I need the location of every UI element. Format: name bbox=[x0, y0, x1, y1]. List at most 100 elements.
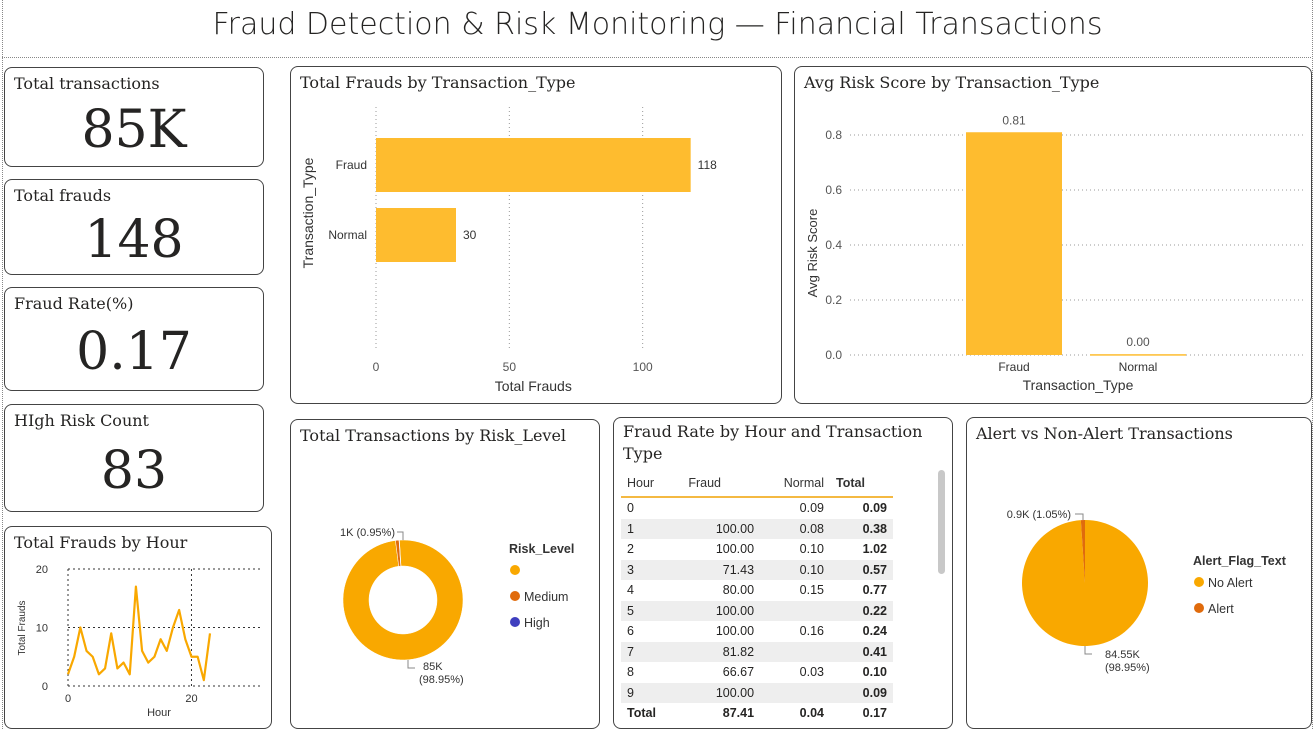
y-tick-label: 0.8 bbox=[825, 128, 842, 142]
leader-line bbox=[1084, 646, 1092, 655]
data-label: 84.55K bbox=[1105, 649, 1141, 661]
y-tick-label: 0 bbox=[42, 681, 48, 693]
cell-hour: 4 bbox=[627, 583, 634, 598]
legend-marker bbox=[510, 617, 520, 627]
cell-hour: 9 bbox=[621, 682, 683, 703]
x-axis-label: Transaction_Type bbox=[1023, 377, 1134, 393]
y-tick-label: Fraud bbox=[336, 158, 367, 172]
table-row[interactable]: 2 100.00 0.10 1.02 bbox=[621, 539, 893, 560]
leader-line bbox=[397, 531, 404, 540]
cell-total: 0.57 bbox=[830, 559, 893, 580]
legend-marker bbox=[1194, 603, 1204, 613]
slice-unlabeled bbox=[342, 539, 464, 661]
data-label: (98.95%) bbox=[1105, 662, 1150, 674]
table-row[interactable]: 9 100.00 0.09 bbox=[621, 682, 893, 703]
cell-normal bbox=[760, 600, 830, 621]
kpi-card-high-risk-count[interactable]: HIgh Risk Count 83 bbox=[4, 404, 264, 512]
cell-total: 0.24 bbox=[862, 624, 887, 639]
kpi-label: Total frauds bbox=[14, 186, 112, 205]
title-divider bbox=[2, 57, 1311, 58]
kpi-card-total-transactions[interactable]: Total transactions 85K bbox=[4, 67, 264, 167]
page-title: Fraud Detection & Risk Monitoring — Fina… bbox=[212, 7, 1103, 42]
y-tick-label: Normal bbox=[328, 228, 367, 242]
kpi-label: Fraud Rate(%) bbox=[14, 294, 134, 313]
cell-fraud: 66.67 bbox=[722, 665, 755, 680]
table-row[interactable]: 0 0.09 0.09 bbox=[621, 497, 893, 519]
table-row[interactable]: 4 80.00 0.15 0.77 bbox=[621, 580, 893, 601]
frauds-by-hour-chart: 0 10 20 0 20 Hour Total Frauds bbox=[17, 564, 263, 719]
data-label: 0.00 bbox=[1126, 335, 1150, 349]
x-tick-label: 50 bbox=[503, 360, 517, 374]
kpi-card-fraud-rate[interactable]: Fraud Rate(%) 0.17 bbox=[4, 287, 264, 391]
alert-pie-chart: 0.9K (1.05%) 84.55K(98.95%) Alert_Flag_Tex… bbox=[1007, 509, 1287, 674]
column-header-fraud[interactable]: Fraud bbox=[682, 470, 761, 498]
x-tick-label: 0 bbox=[65, 693, 71, 705]
cell-normal: 0.16 bbox=[799, 624, 824, 639]
frauds-by-type-card[interactable]: Total Frauds by Transaction_Type 0 50 100 1… bbox=[290, 66, 782, 404]
table-row[interactable]: 8 66.67 0.03 0.10 bbox=[621, 662, 893, 683]
table-row[interactable]: 6 100.00 0.16 0.24 bbox=[621, 621, 893, 642]
data-label: 0.81 bbox=[1002, 113, 1026, 127]
bar-fraud bbox=[966, 132, 1062, 355]
y-tick-label: 0.0 bbox=[825, 348, 842, 362]
cell-normal: 0.08 bbox=[760, 518, 830, 539]
x-tick-label: 0 bbox=[373, 360, 380, 374]
alert-card[interactable]: Alert vs Non-Alert Transactions 0.9K (1.… bbox=[966, 417, 1312, 729]
chart-title: Total Transactions by Risk_Level bbox=[300, 426, 567, 445]
cell-total: 0.38 bbox=[830, 518, 893, 539]
cell-total: 0.10 bbox=[862, 665, 887, 680]
slice-high bbox=[398, 539, 402, 567]
chart-title: Fraud Rate by Hour and Transaction Type bbox=[623, 422, 923, 463]
cell-fraud: 100.00 bbox=[682, 682, 761, 703]
data-label: 0.9K (1.05%) bbox=[1007, 509, 1071, 521]
table-row[interactable]: 7 81.82 0.41 bbox=[621, 641, 893, 662]
kpi-value: 83 bbox=[100, 441, 168, 501]
column-header-total[interactable]: Total bbox=[830, 470, 893, 498]
cell-total: 0.09 bbox=[830, 682, 893, 703]
chart-title: Total Frauds by Hour bbox=[14, 533, 188, 552]
cell-total: 0.41 bbox=[830, 641, 893, 662]
chart-title: Total Frauds by Transaction_Type bbox=[300, 73, 576, 92]
cell-normal: 0.03 bbox=[799, 665, 824, 680]
frauds-by-hour-card[interactable]: Total Frauds by Hour 0 10 20 0 20 Hour Total F… bbox=[4, 526, 272, 729]
column-header-hour[interactable]: Hour bbox=[621, 470, 683, 498]
cell-hour: 5 bbox=[621, 600, 683, 621]
kpi-value: 85K bbox=[81, 100, 187, 160]
cell-total: 0.77 bbox=[862, 583, 887, 598]
data-label: (98.95%) bbox=[419, 674, 464, 686]
fraud-rate-table-card[interactable]: Fraud Rate by Hour and Transaction Type … bbox=[613, 417, 953, 729]
legend-label: No Alert bbox=[1208, 576, 1253, 590]
kpi-card-total-frauds[interactable]: Total frauds 148 bbox=[4, 179, 264, 275]
data-label: 118 bbox=[698, 158, 717, 172]
legend-marker bbox=[1194, 577, 1204, 587]
x-tick-label: 20 bbox=[185, 693, 197, 705]
cell-hour: 0 bbox=[627, 501, 634, 516]
legend-label: Alert bbox=[1208, 602, 1234, 616]
bar-normal bbox=[1090, 354, 1186, 356]
x-axis-label: Total Frauds bbox=[495, 378, 572, 394]
risk-level-card[interactable]: Total Transactions by Risk_Level 1K (0.9… bbox=[290, 419, 600, 729]
y-tick-label: 0.2 bbox=[825, 293, 842, 307]
slice-alert bbox=[1080, 520, 1085, 583]
cell-fraud: 81.82 bbox=[682, 641, 761, 662]
table-row[interactable]: 1 100.00 0.08 0.38 bbox=[621, 518, 893, 539]
legend-title: Risk_Level bbox=[509, 542, 574, 556]
cell-fraud: 71.43 bbox=[682, 559, 761, 580]
table-row[interactable]: 5 100.00 0.22 bbox=[621, 600, 893, 621]
risk-by-type-card[interactable]: Avg Risk Score by Transaction_Type 0.0 0.… bbox=[794, 66, 1312, 404]
legend-label: High bbox=[524, 616, 550, 630]
cell-hour: 8 bbox=[627, 665, 634, 680]
table-row[interactable]: 3 71.43 0.10 0.57 bbox=[621, 559, 893, 580]
y-tick-label: 0.6 bbox=[825, 183, 842, 197]
bar-fraud bbox=[376, 138, 691, 192]
fraud-rate-table: Hour Fraud Normal Total 0 0.09 0.09 1 100.00… bbox=[621, 470, 893, 724]
cell-normal: 0.10 bbox=[760, 559, 830, 580]
leader-line bbox=[407, 660, 415, 669]
column-header-normal[interactable]: Normal bbox=[760, 470, 830, 498]
cell-hour: 1 bbox=[621, 518, 683, 539]
cell-hour: 2 bbox=[627, 542, 634, 557]
y-axis-label: Total Frauds bbox=[17, 600, 28, 655]
y-tick-label: 0.4 bbox=[825, 238, 842, 252]
table-scrollbar[interactable] bbox=[938, 470, 945, 574]
